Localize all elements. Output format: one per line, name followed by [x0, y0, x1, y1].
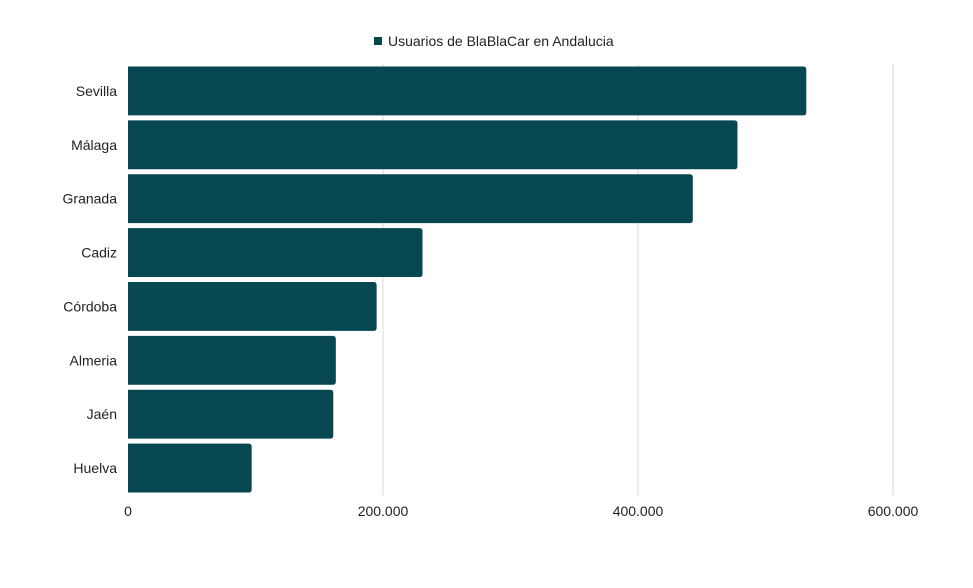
x-tick-label: 400.000	[613, 503, 664, 519]
category-labels: Sevilla Málaga Granada Cadiz Córdoba Almeria J…	[63, 83, 118, 476]
category-label: Granada	[63, 191, 118, 207]
bar	[128, 120, 738, 170]
category-label: Cadiz	[81, 245, 117, 261]
bar	[128, 174, 693, 224]
x-tick-label: 0	[124, 503, 132, 519]
bar	[128, 443, 252, 493]
bar	[128, 66, 807, 116]
legend: Usuarios de BlaBlaCar en Andalucia	[374, 33, 614, 49]
bars	[128, 66, 807, 493]
legend-marker	[374, 37, 382, 45]
legend-label: Usuarios de BlaBlaCar en Andalucia	[388, 33, 614, 49]
bar	[128, 389, 334, 439]
x-tick-label: 200.000	[358, 503, 409, 519]
category-label: Córdoba	[63, 298, 117, 314]
category-label: Huelva	[73, 460, 117, 476]
x-axis-tick-labels: 0 200.000 400.000 600.000	[124, 503, 918, 519]
category-label: Almeria	[70, 352, 118, 368]
category-label: Málaga	[71, 137, 117, 153]
bar	[128, 228, 423, 277]
bar	[128, 335, 336, 385]
category-label: Sevilla	[76, 83, 117, 99]
category-label: Jaén	[87, 406, 117, 422]
x-tick-label: 600.000	[868, 503, 919, 519]
bar	[128, 282, 377, 331]
